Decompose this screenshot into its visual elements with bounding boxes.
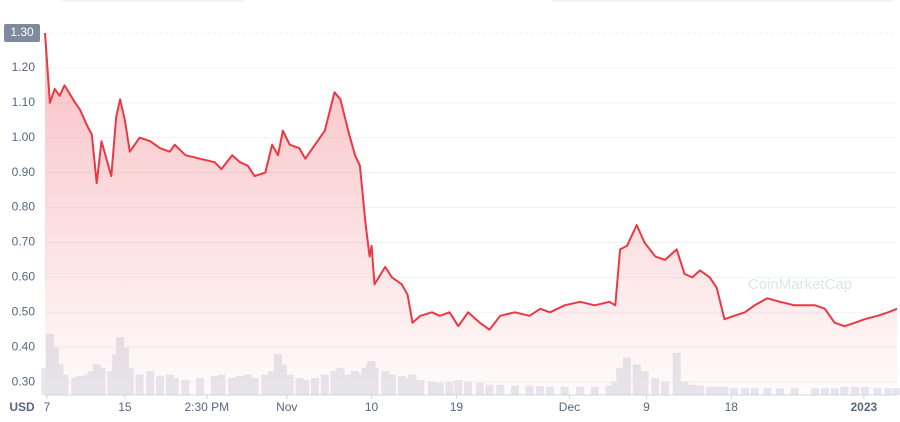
y-tick-label: 0.50 bbox=[12, 304, 36, 318]
y-tick-label: 0.80 bbox=[12, 200, 36, 214]
current-price-badge bbox=[4, 24, 40, 42]
y-tick-label: 0.60 bbox=[12, 270, 36, 284]
price-series bbox=[44, 32, 898, 395]
x-tick-label: 18 bbox=[725, 400, 739, 414]
x-tick-label: 2:30 PM bbox=[184, 400, 229, 414]
price-area bbox=[45, 33, 897, 395]
x-tick-label: 19 bbox=[450, 400, 464, 414]
y-tick-label: 0.90 bbox=[12, 165, 36, 179]
y-tick-label: 1.00 bbox=[12, 130, 36, 144]
watermark: CoinMarketCap bbox=[748, 276, 852, 293]
x-tick-label: 9 bbox=[643, 400, 650, 414]
x-tick-label: 2023 bbox=[851, 400, 878, 414]
y-tick-label: 0.70 bbox=[12, 235, 36, 249]
toolbar-fragment bbox=[551, 0, 894, 2]
y-tick-label: 1.30 bbox=[10, 25, 34, 39]
x-tick-label: Nov bbox=[276, 400, 297, 414]
y-tick-label: 0.30 bbox=[12, 374, 36, 388]
x-tick-label: 7 bbox=[44, 400, 51, 414]
y-axis-unit: USD bbox=[9, 400, 35, 414]
x-tick-label: Dec bbox=[559, 400, 580, 414]
y-tick-label: 0.40 bbox=[12, 339, 36, 353]
x-tick-label: 15 bbox=[118, 400, 132, 414]
toolbar-fragment bbox=[61, 0, 244, 2]
y-tick-label: 1.10 bbox=[12, 95, 36, 109]
price-line bbox=[44, 32, 898, 331]
axis-labels: 0.30 0.40 0.50 0.60 0.70 0.80 0.90 1.00 1.10 1.20… bbox=[4, 24, 897, 414]
y-tick-label: 1.20 bbox=[12, 60, 36, 74]
x-tick-label: 10 bbox=[365, 400, 379, 414]
